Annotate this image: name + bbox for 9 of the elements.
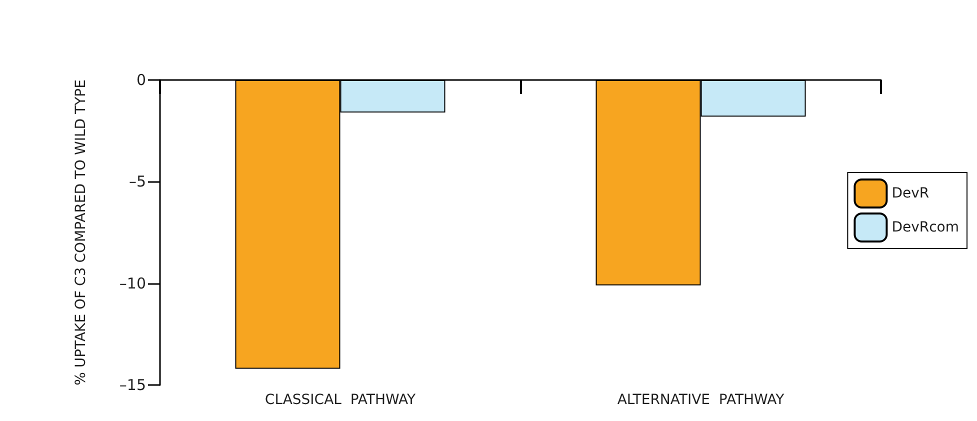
legend-label: DevRcom bbox=[892, 220, 960, 236]
y-tick-label: 0 bbox=[136, 71, 146, 89]
y-tick-label: –5 bbox=[128, 172, 146, 191]
y-tick-label: –15 bbox=[119, 376, 146, 394]
legend-label: DevR bbox=[892, 186, 930, 202]
x-tick-label: CLASSICAL PATHWAY bbox=[264, 392, 416, 408]
y-axis-title: % UPTAKE OF C3 COMPARED TO WILD TYPE bbox=[73, 80, 89, 386]
x-tick-label: ALTERNATIVE PATHWAY bbox=[617, 392, 785, 408]
y-tick-label: –10 bbox=[119, 274, 146, 292]
